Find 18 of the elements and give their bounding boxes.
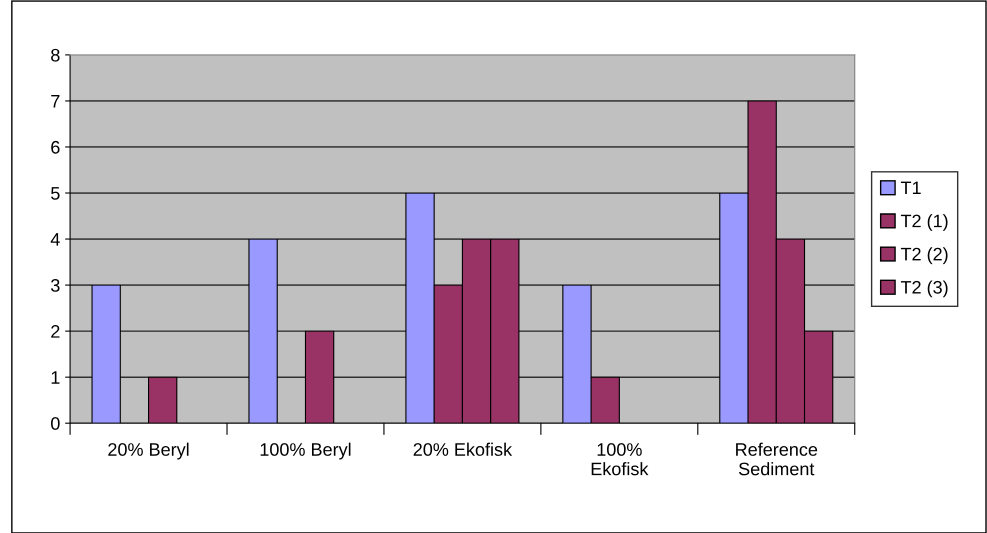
x-tick-label: Reference Sediment <box>736 442 818 476</box>
x-tick-label: 20% Beryl <box>108 442 188 460</box>
y-tick-label: 1 <box>52 371 60 384</box>
x-tick-label: 20% Ekofisk <box>414 442 512 456</box>
x-tick-label: 100% Beryl <box>260 442 350 460</box>
y-tick-label: 3 <box>51 279 60 292</box>
x-tick-label: 100% Ekofisk <box>592 443 648 476</box>
y-tick-label: 0 <box>51 417 60 430</box>
y-tick-label: 4 <box>50 233 60 246</box>
y-tick-label: 8 <box>51 48 60 62</box>
y-tick-label: 7 <box>51 95 60 108</box>
legend-label: T2 (3) <box>900 280 948 298</box>
y-tick-label: 2 <box>51 325 60 338</box>
legend-label: T1 <box>900 182 921 194</box>
legend-label: T2 (2) <box>900 247 948 264</box>
legend-label: T2 (1) <box>900 214 948 231</box>
y-tick-label: 5 <box>51 187 60 200</box>
y-tick-label: 6 <box>51 140 60 154</box>
